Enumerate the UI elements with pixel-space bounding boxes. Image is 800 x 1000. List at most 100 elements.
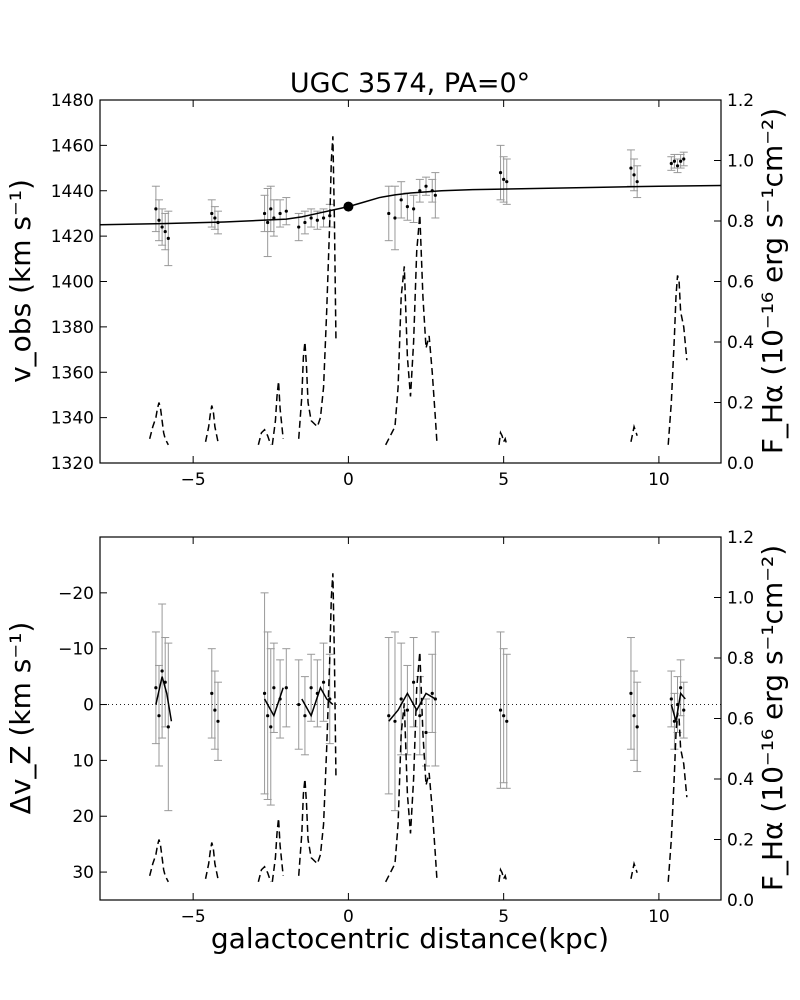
x-tick-label: −5 (181, 470, 206, 490)
data-point (284, 686, 288, 690)
data-point (669, 161, 673, 166)
y-tick-label: 1480 (51, 91, 94, 111)
data-point (679, 159, 683, 163)
data-point (399, 697, 403, 701)
data-point (675, 164, 680, 168)
x-tick-label: 0 (343, 470, 354, 490)
data-point (424, 184, 428, 188)
data-point (303, 220, 307, 225)
top-y-axis-label: v_obs (km s⁻¹) (4, 179, 37, 383)
halpha-flux-profile (498, 430, 508, 446)
y-tick-label: −20 (58, 584, 94, 604)
data-point (309, 686, 313, 690)
y2-tick-label: 1.0 (727, 589, 754, 609)
bottom-plot-content (100, 573, 721, 883)
y2-tick-label: 0.8 (727, 212, 754, 232)
data-point (303, 714, 307, 718)
bottom-panel: −5 0 5 10 −20 −10 0 10 20 30 0.0 0.2 0.4 0.6 0.8 1.0 1.2… (4, 528, 789, 955)
data-point (160, 225, 164, 229)
top-plot-content (99, 136, 722, 446)
top-panel: UGC 3574, PA=0° −5 0 5 10 1320 1340 1360 1380 14… (4, 68, 789, 490)
y-tick-label: 10 (72, 751, 94, 771)
x-tick-label: 5 (498, 907, 509, 927)
y-tick-label: 1460 (51, 136, 94, 156)
data-point (166, 236, 170, 240)
data-point (669, 697, 673, 701)
data-point (393, 216, 397, 220)
data-point (433, 193, 437, 197)
y2-tick-label: 1.2 (727, 528, 754, 548)
data-point (262, 211, 267, 216)
data-point (269, 725, 273, 729)
data-point (502, 714, 506, 718)
data-point (430, 691, 434, 695)
halpha-flux-profile (297, 573, 337, 876)
data-point (672, 159, 677, 163)
y-tick-label: 0 (83, 696, 94, 716)
halpha-flux-profile (271, 818, 284, 882)
y2-tick-label: 1.0 (727, 152, 754, 172)
y-tick-label: 1440 (51, 182, 94, 202)
halpha-flux-profile (148, 402, 169, 446)
data-point (315, 218, 319, 222)
top-panel-title: UGC 3574, PA=0° (290, 68, 530, 99)
data-point (505, 180, 509, 184)
data-point (272, 216, 276, 220)
y-tick-label: 1400 (51, 273, 94, 293)
top-axes: −5 0 5 10 1320 1340 1360 1380 1400 1420 1440 1460 14… (51, 91, 754, 490)
center-marker (343, 201, 354, 212)
data-point (266, 714, 270, 718)
halpha-flux-profile (630, 860, 638, 879)
data-point (635, 180, 639, 184)
halpha-flux-profile (498, 867, 508, 883)
data-point (405, 205, 409, 209)
data-point (216, 719, 220, 723)
data-point (498, 171, 503, 175)
data-point (629, 166, 633, 170)
halpha-flux-profile (204, 842, 219, 879)
smoothed-residual-line (670, 691, 686, 722)
data-point (679, 686, 683, 690)
x-tick-label: 10 (648, 907, 670, 927)
data-point (210, 211, 214, 216)
data-point (309, 216, 313, 220)
data-point (412, 207, 416, 211)
data-point (682, 157, 686, 161)
y2-tick-label: 0.4 (727, 333, 754, 353)
halpha-flux-profile (384, 214, 438, 446)
data-point (632, 173, 636, 177)
data-point (154, 207, 158, 211)
top-y2-axis-label: F_Hα (10⁻¹⁶ erg s⁻¹cm⁻²) (756, 108, 789, 454)
data-point (399, 198, 403, 202)
data-point (160, 669, 164, 673)
smoothed-residual-line (301, 685, 334, 718)
y-tick-label: 1420 (51, 227, 94, 247)
data-point (321, 680, 326, 684)
data-point (278, 211, 282, 216)
data-point (321, 216, 326, 220)
data-point (284, 209, 288, 213)
y-tick-label: 1340 (51, 409, 94, 429)
y-tick-label: 20 (72, 807, 94, 827)
data-point (266, 220, 270, 225)
data-point (424, 730, 428, 735)
data-point (393, 719, 397, 723)
data-point (328, 697, 332, 701)
data-point (210, 691, 214, 695)
y-tick-label: 30 (72, 863, 94, 883)
halpha-flux-profile (384, 651, 438, 883)
y2-tick-label: 0.2 (727, 394, 754, 414)
halpha-flux-profile (667, 275, 688, 445)
bottom-y2-axis-label: F_Hα (10⁻¹⁶ erg s⁻¹cm⁻²) (756, 545, 789, 891)
smoothed-residual-line (388, 691, 436, 722)
data-point (387, 211, 391, 216)
x-tick-label: −5 (181, 907, 206, 927)
y-tick-label: −10 (58, 640, 94, 660)
data-point (629, 691, 633, 695)
data-point (213, 708, 217, 712)
x-tick-label: 0 (343, 907, 354, 927)
halpha-flux-profile (257, 865, 272, 883)
data-point (505, 719, 509, 723)
